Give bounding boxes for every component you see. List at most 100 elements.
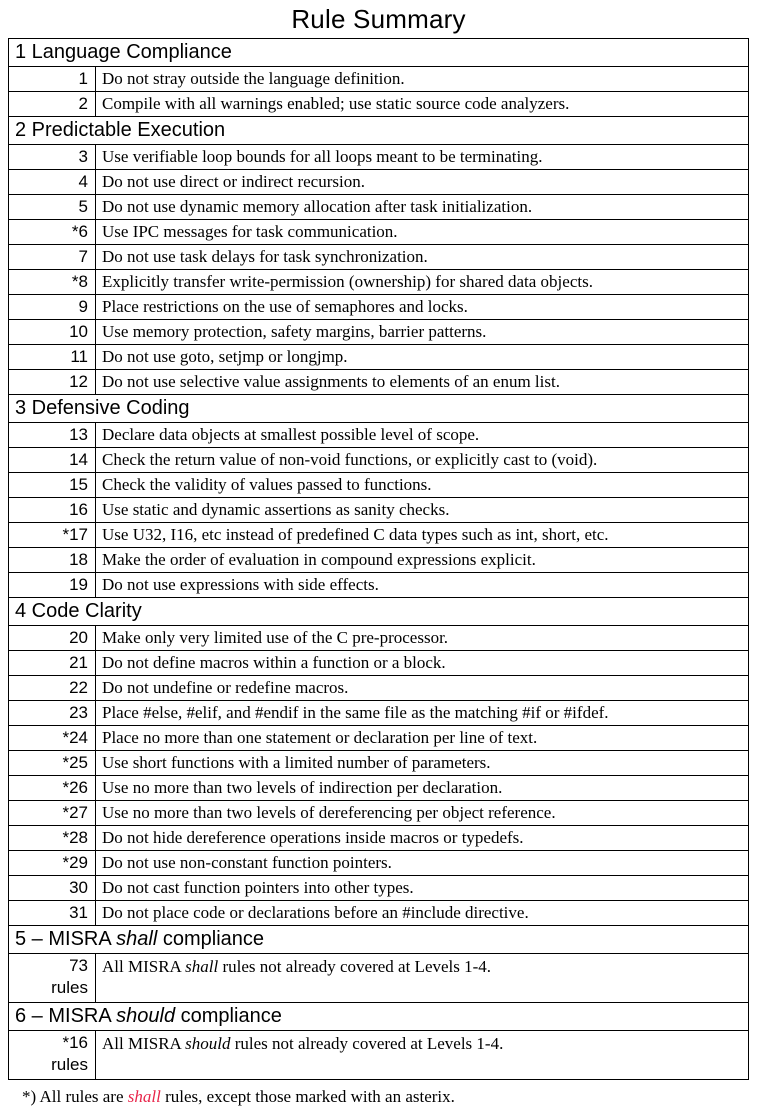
rule-text: Use memory protection, safety margins, b… [102, 322, 487, 341]
section-header-row: 3 Defensive Coding [7, 394, 750, 423]
rule-row: 16 Use static and dynamic assertions as s… [8, 497, 750, 523]
rule-text-cell: Place no more than one statement or decl… [94, 725, 750, 751]
rule-text: Explicitly transfer write-permission (ow… [102, 272, 593, 291]
rule-number: *24 [62, 728, 88, 747]
rule-summary-page: Rule Summary 1 Language Compliance 1 Do no… [0, 3, 757, 1106]
rule-text-cell: Do not use direct or indirect recursion. [94, 169, 750, 195]
rule-text: Use static and dynamic assertions as san… [102, 500, 450, 519]
rule-text-cell: Explicitly transfer write-permission (ow… [94, 269, 750, 295]
footnote-prefix: *) All rules are [22, 1087, 128, 1106]
rule-text: Make the order of evaluation in compound… [102, 550, 536, 569]
rule-number: 5 [78, 197, 88, 216]
rule-text-cell: Do not place code or declarations before… [94, 900, 750, 926]
rule-row: *16 rules All MISRA should rules not alrea… [8, 1030, 750, 1080]
rule-summary-table: 1 Language Compliance 1 Do not stray outsi… [7, 38, 750, 1080]
rule-number-cell: *6 [8, 219, 96, 245]
rule-number-cell: 11 [8, 344, 96, 370]
rule-number-cell: *25 [8, 750, 96, 776]
rule-row: 11 Do not use goto, setjmp or longjmp. [8, 344, 750, 370]
rule-row: *24 Place no more than one statement or d… [8, 725, 750, 751]
rule-row: 1 Do not stray outside the language defin… [8, 66, 750, 92]
rule-row: 22 Do not undefine or redefine macros. [8, 675, 750, 701]
rule-number-cell: *28 [8, 825, 96, 851]
rule-row: *26 Use no more than two levels of indire… [8, 775, 750, 801]
section-header-label: 2 Predictable Execution [15, 119, 226, 141]
rule-text-cell: Use verifiable loop bounds for all loops… [94, 144, 750, 170]
rule-number: *27 [62, 803, 88, 822]
rule-text-before: All MISRA [102, 1034, 186, 1053]
section-header-row: 2 Predictable Execution [7, 116, 750, 145]
rule-text-cell: Compile with all warnings enabled; use s… [94, 91, 750, 117]
rule-text: Do not use task delays for task synchron… [102, 247, 428, 266]
rule-number-cell: 12 [8, 369, 96, 395]
rule-number: 2 [78, 94, 88, 113]
section-header-row: 4 Code Clarity [7, 597, 750, 626]
rule-text: Do not place code or declarations before… [102, 903, 529, 922]
rule-row: 30 Do not cast function pointers into oth… [8, 875, 750, 901]
rule-text-cell: All MISRA should rules not already cover… [94, 1030, 750, 1080]
rule-count: 73 [69, 956, 88, 975]
page-title: Rule Summary [291, 4, 466, 34]
rule-text-cell: Use memory protection, safety margins, b… [94, 319, 750, 345]
rule-text-cell: Place #else, #elif, and #endif in the sa… [94, 700, 750, 726]
rule-text-cell: Do not define macros within a function o… [94, 650, 750, 676]
footnote: *) All rules are shall rules, except tho… [22, 1086, 757, 1107]
section-header-label: 1 Language Compliance [15, 41, 232, 63]
section-header-row: 1 Language Compliance [7, 38, 750, 67]
section-header-cell: 6 – MISRA should compliance [7, 1002, 750, 1031]
rule-row: 7 Do not use task delays for task synchro… [8, 244, 750, 270]
section-header-emphasis: should [116, 1005, 176, 1027]
rule-row: *17 Use U32, I16, etc instead of predefin… [8, 522, 750, 548]
section-header-cell: 5 – MISRA shall compliance [7, 925, 750, 954]
rule-text-cell: Use short functions with a limited numbe… [94, 750, 750, 776]
rule-row: 9 Place restrictions on the use of semaph… [8, 294, 750, 320]
rule-text-cell: Use no more than two levels of dereferen… [94, 800, 750, 826]
rule-number-cell: 19 [8, 572, 96, 598]
section-header-text-after: compliance [175, 1005, 282, 1027]
rule-count-unit: rules [51, 1055, 88, 1074]
rule-row: *28 Do not hide dereference operations in… [8, 825, 750, 851]
section-header-cell: 1 Language Compliance [7, 38, 750, 67]
rule-text-after: rules not already covered at Levels 1-4. [218, 957, 492, 976]
rule-number-cell: 22 [8, 675, 96, 701]
section-header-cell: 2 Predictable Execution [7, 116, 750, 145]
rule-text: Place restrictions on the use of semapho… [102, 297, 468, 316]
rule-text: Do not undefine or redefine macros. [102, 678, 349, 697]
rule-text: Check the return value of non-void funct… [102, 450, 598, 469]
rule-number-cell: 23 [8, 700, 96, 726]
rule-text-before: All MISRA [102, 957, 186, 976]
rule-text-cell: Do not use selective value assignments t… [94, 369, 750, 395]
rule-count-unit: rules [51, 978, 88, 997]
rule-row: 4 Do not use direct or indirect recursion… [8, 169, 750, 195]
rule-text: Make only very limited use of the C pre-… [102, 628, 449, 647]
rule-number: 9 [78, 297, 88, 316]
section-header-emphasis: shall [116, 928, 158, 950]
rule-text: Use no more than two levels of dereferen… [102, 803, 556, 822]
rule-text: Do not define macros within a function o… [102, 653, 446, 672]
section-header-text-before: 5 – MISRA [15, 928, 117, 950]
rule-number-cell: *16 rules [8, 1030, 96, 1080]
rule-text-cell: All MISRA shall rules not already covere… [94, 953, 750, 1003]
rule-row: 13 Declare data objects at smallest possi… [8, 422, 750, 448]
rule-number: 10 [69, 322, 88, 341]
rule-number: 16 [69, 500, 88, 519]
rule-number: 7 [78, 247, 88, 266]
rule-text-emphasis: should [185, 1034, 231, 1053]
rule-number: *28 [62, 828, 88, 847]
rule-number-cell: 14 [8, 447, 96, 473]
rule-number: 12 [69, 372, 88, 391]
rule-row: 18 Make the order of evaluation in compou… [8, 547, 750, 573]
section-header-label: 4 Code Clarity [15, 600, 142, 622]
rule-summary-table-body: 1 Language Compliance 1 Do not stray outsi… [7, 38, 750, 1080]
rule-row: *25 Use short functions with a limited nu… [8, 750, 750, 776]
section-header-label: 3 Defensive Coding [15, 397, 190, 419]
rule-row: 21 Do not define macros within a function… [8, 650, 750, 676]
rule-number: 20 [69, 628, 88, 647]
rule-number: 1 [78, 69, 88, 88]
rule-text: Do not hide dereference operations insid… [102, 828, 524, 847]
rule-number: *8 [71, 272, 88, 291]
rule-number: 3 [78, 147, 88, 166]
rule-number-cell: 16 [8, 497, 96, 523]
rule-row: 20 Make only very limited use of the C pr… [8, 625, 750, 651]
section-header-cell: 4 Code Clarity [7, 597, 750, 626]
